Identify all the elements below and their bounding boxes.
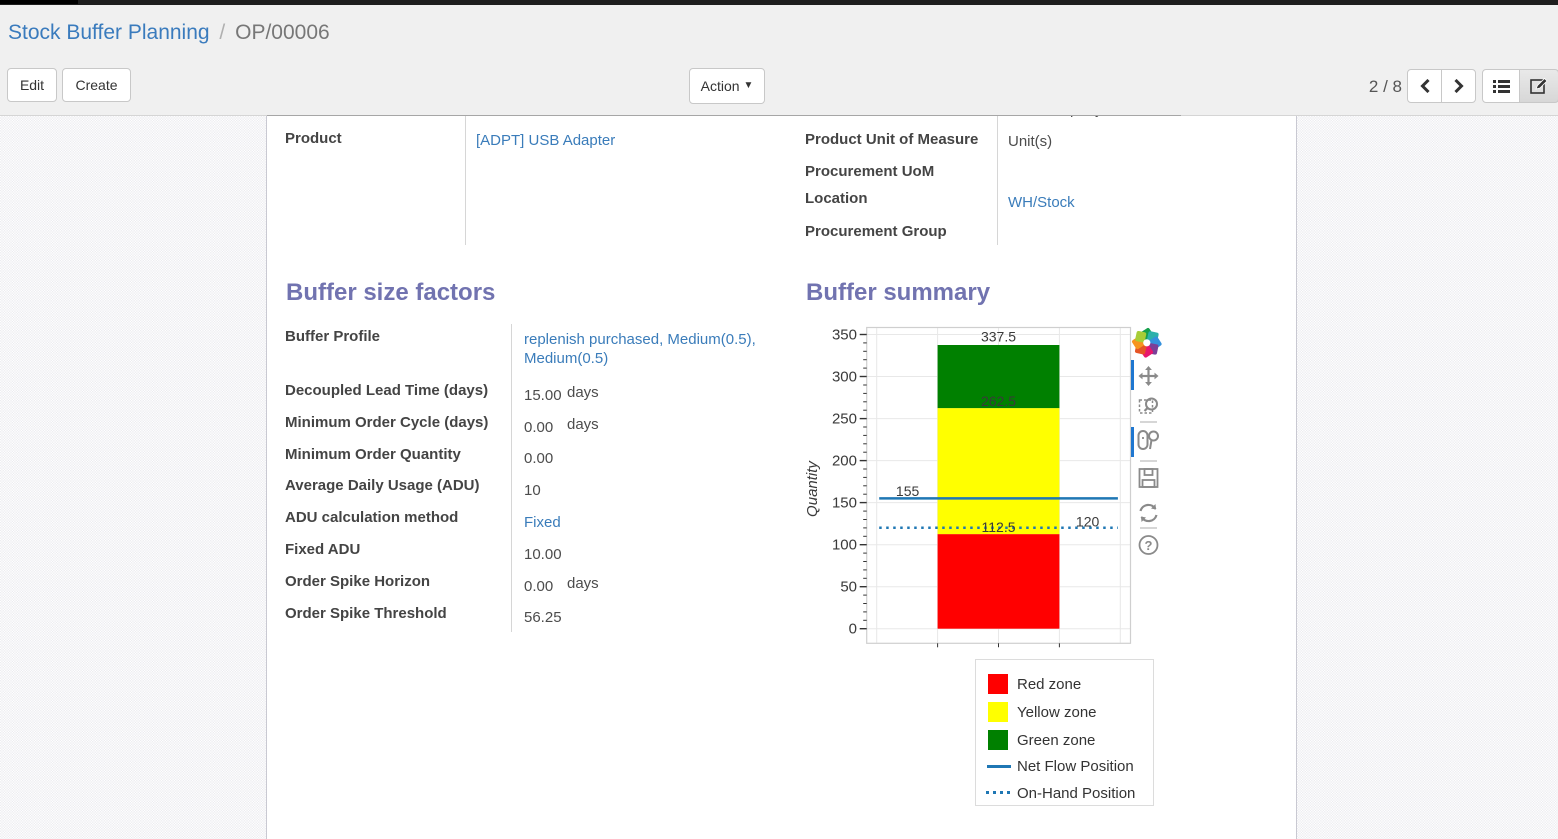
svg-text:200: 200 <box>832 453 857 470</box>
svg-text:50: 50 <box>840 579 857 596</box>
svg-text:262.5: 262.5 <box>981 393 1016 409</box>
svg-text:337.5: 337.5 <box>981 329 1016 345</box>
svg-text:250: 250 <box>832 411 857 428</box>
svg-text:100: 100 <box>832 537 857 554</box>
svg-text:Quantity: Quantity <box>805 460 821 517</box>
svg-text:0: 0 <box>849 621 857 638</box>
svg-text:?: ? <box>1145 538 1153 553</box>
svg-text:300: 300 <box>832 369 857 386</box>
svg-text:112.5: 112.5 <box>982 519 1016 535</box>
svg-text:150: 150 <box>832 495 857 512</box>
svg-text:155: 155 <box>896 483 920 499</box>
svg-text:120: 120 <box>1076 514 1100 530</box>
svg-text:350: 350 <box>832 327 857 344</box>
